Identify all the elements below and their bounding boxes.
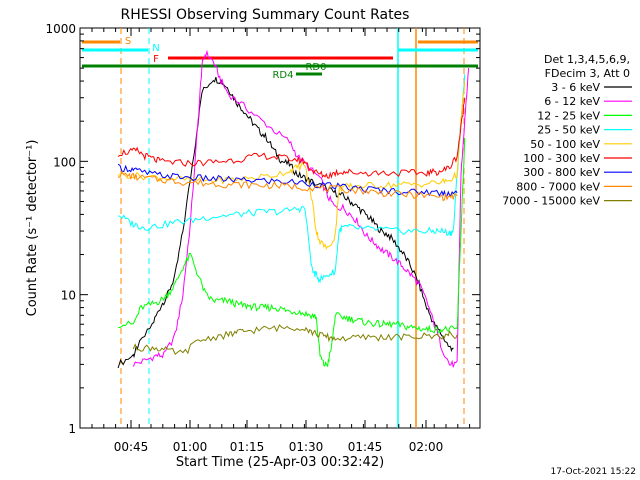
series-line-5: [117, 97, 466, 179]
series-line-0: [117, 76, 454, 369]
x-tick-label: 01:00: [173, 440, 208, 454]
series-line-8: [132, 324, 458, 356]
series-line-3: [118, 74, 466, 284]
x-tick-label: 01:45: [348, 440, 383, 454]
x-tick-label: 00:45: [114, 440, 149, 454]
y-tick-label: 1000: [45, 22, 76, 36]
legend-label-4: 50 - 100 keV: [530, 138, 600, 151]
x-tick-label: 01:15: [230, 440, 265, 454]
legend-header-line-2: FDecim 3, Att 0: [545, 67, 630, 80]
timestamp: 17-Oct-2021 15:22: [551, 467, 636, 477]
series-line-1: [132, 49, 470, 368]
x-axis-label: Start Time (25-Apr-03 00:32:42): [176, 455, 384, 470]
series-line-7: [117, 170, 458, 202]
legend-label-7: 800 - 7000 keV: [516, 180, 600, 193]
legend-header-line-1: Det 1,3,4,5,6,9,: [544, 53, 630, 66]
y-tick-label: 100: [53, 155, 76, 169]
y-tick-label: 10: [61, 289, 76, 303]
y-tick-label: 1: [68, 422, 76, 436]
series-line-6: [117, 163, 458, 197]
annotation-rd0: RD0: [305, 62, 326, 73]
series-line-4: [117, 81, 466, 250]
x-tick-label: 01:30: [289, 440, 324, 454]
legend-label-5: 100 - 300 keV: [523, 152, 600, 165]
annotation-n: N: [152, 43, 159, 54]
legend-label-0: 3 - 6 keV: [551, 81, 600, 94]
legend-label-1: 6 - 12 keV: [544, 95, 600, 108]
annotation-rd4: RD4: [272, 70, 293, 81]
x-tick-label: 02:00: [409, 440, 444, 454]
y-axis-label: Count Rate (s⁻¹ detector⁻¹): [25, 140, 40, 317]
legend-label-8: 7000 - 15000 keV: [502, 195, 600, 208]
chart-title: RHESSI Observing Summary Count Rates: [121, 7, 410, 23]
annotation-f: F: [153, 54, 159, 65]
series-line-2: [118, 137, 466, 367]
plot-frame: [79, 27, 481, 429]
annotation-s: S: [125, 36, 131, 47]
legend-label-2: 12 - 25 keV: [537, 109, 600, 122]
legend-label-3: 25 - 50 keV: [537, 124, 600, 137]
legend-label-6: 300 - 800 keV: [523, 166, 600, 179]
